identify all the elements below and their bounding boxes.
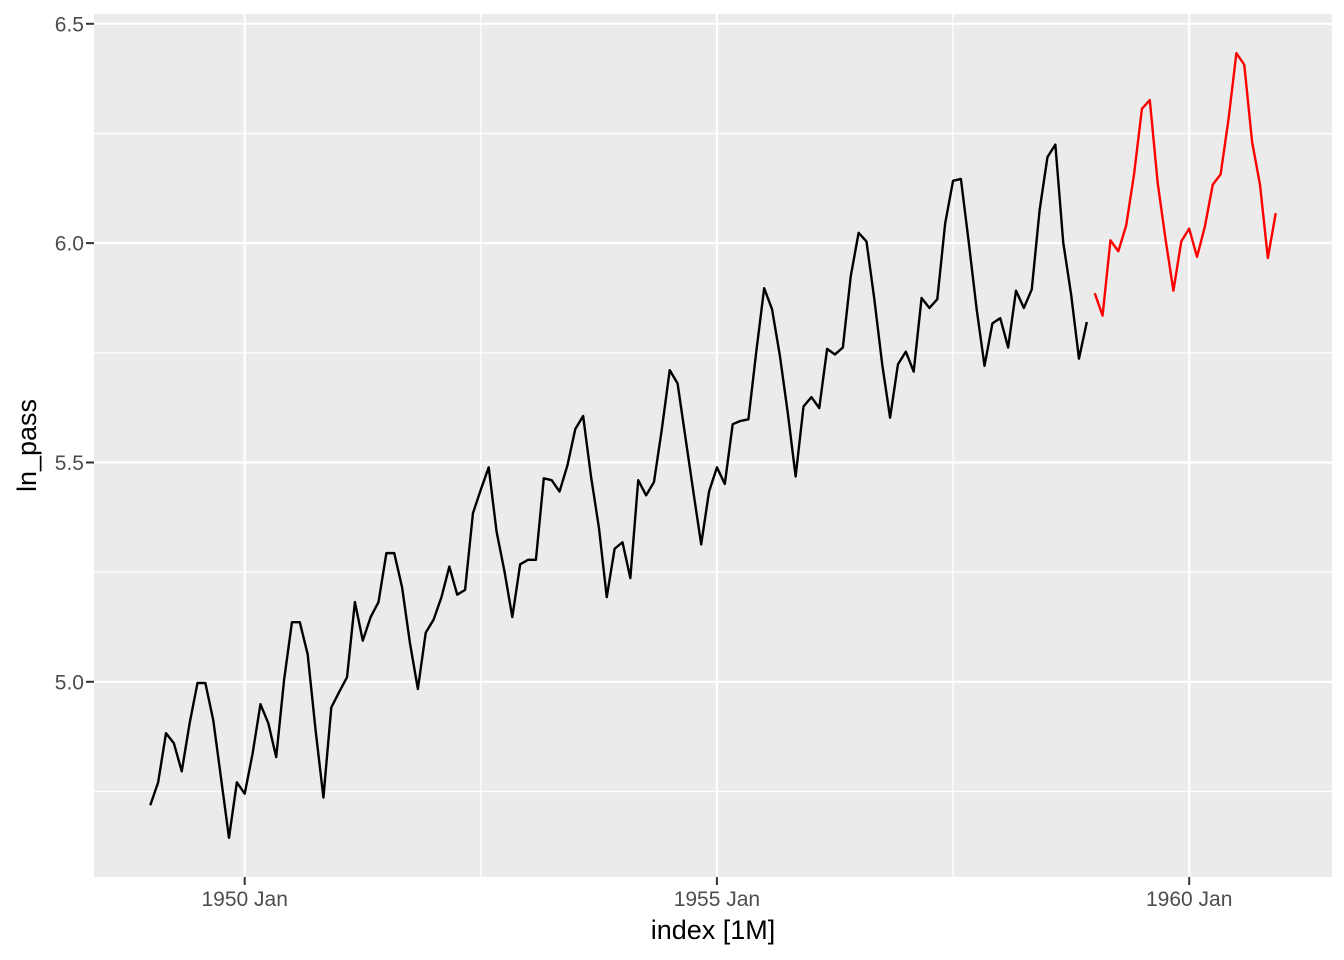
y-axis-tick-labels: 5.0 5.5 6.0 6.5 [55,13,84,694]
x-tick-label: 1955 Jan [674,888,760,911]
series-lines [149,52,1277,839]
series-line [1093,52,1277,317]
x-axis-tick-labels: 1950 Jan 1955 Jan 1960 Jan [201,888,1232,911]
x-tick-label: 1960 Jan [1146,888,1232,911]
y-tick-label: 5.0 [55,671,84,694]
x-tick-label: 1950 Jan [201,888,287,911]
y-tick-label: 5.5 [55,452,84,475]
major-gridlines [94,14,1332,877]
minor-gridlines [94,14,1332,877]
y-tick-label: 6.0 [55,233,84,256]
y-tick-label: 6.5 [55,13,84,36]
x-axis-title: index [1M] [651,915,776,945]
axis-tick-marks [86,22,1191,885]
panel-background [94,14,1332,877]
y-axis-title: ln_pass [12,399,42,492]
series-line [149,143,1089,839]
